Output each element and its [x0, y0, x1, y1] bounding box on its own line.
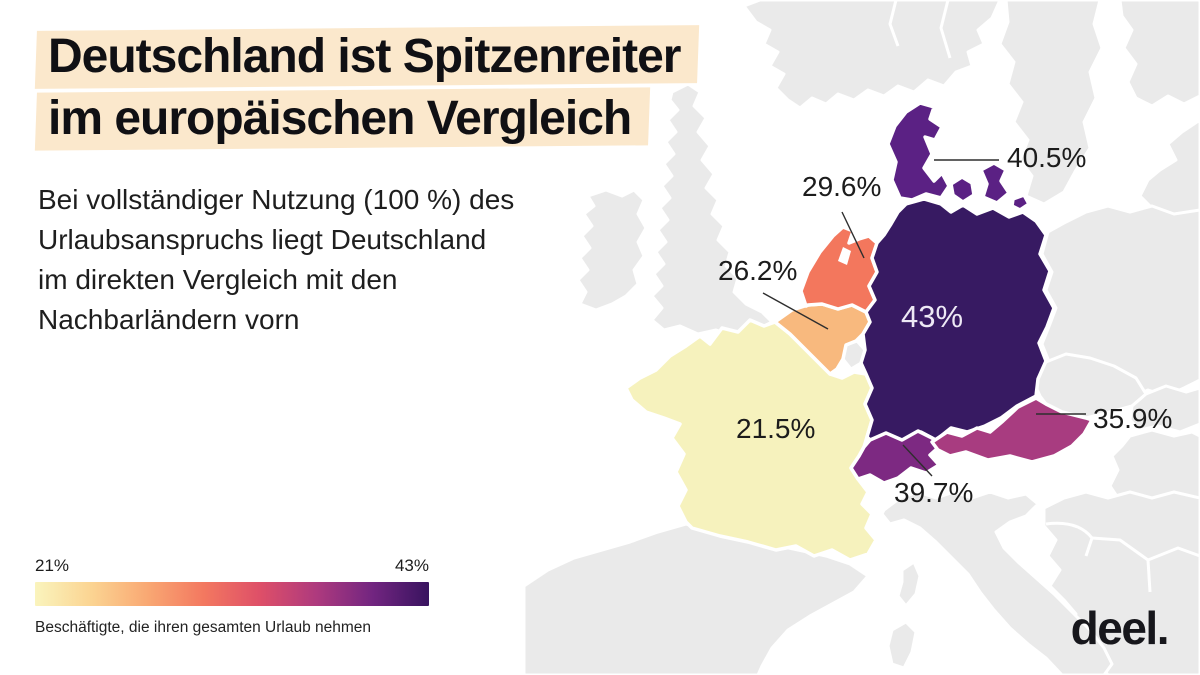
label-austria: 35.9% [1093, 403, 1173, 434]
country-spain [522, 522, 870, 675]
country-great-britain [650, 82, 774, 338]
title-line-1: Deutschland ist Spitzenreiter [36, 28, 698, 86]
subtitle-line: im direkten Vergleich mit den [38, 264, 398, 295]
deel-logo: deel. [1070, 602, 1170, 654]
subtitle-line: Nachbarländern vorn [38, 304, 300, 335]
legend: 21% 43% Beschäftigte, die ihren gesamten… [35, 556, 429, 637]
country-denmark-zealand [979, 161, 1011, 205]
country-denmark-jutland [886, 101, 951, 202]
leader-belgium [762, 292, 829, 330]
balkan-border [1147, 546, 1200, 562]
island-corsica [896, 560, 922, 608]
country-switzerland [849, 429, 942, 485]
country-denmark-funen [949, 175, 976, 204]
leader-netherlands [841, 211, 865, 259]
legend-min-label: 21% [35, 556, 70, 575]
country-denmark-lolland [1010, 193, 1031, 212]
fjord-line [888, 0, 900, 47]
title-line-2: im europäischen Vergleich [36, 90, 649, 148]
label-belgium: 26.2% [718, 255, 798, 286]
label-germany: 43% [901, 299, 964, 334]
country-ireland [576, 188, 648, 312]
legend-gradient-bar [35, 582, 429, 606]
balkan-border [1045, 521, 1094, 557]
label-denmark: 40.5% [1007, 142, 1087, 173]
legend-max-label: 43% [394, 556, 429, 575]
balkan-border [1091, 536, 1152, 593]
label-france: 21.5% [736, 413, 816, 444]
country-germany [859, 197, 1056, 448]
legend-caption: Beschäftigte, die ihren gesamten Urlaub … [35, 619, 372, 636]
ijsselmeer [838, 247, 851, 265]
subtitle: Bei vollständiger Nutzung (100 %) des Ur… [38, 180, 514, 340]
country-norway [742, 0, 1002, 110]
page-title: Deutschland ist Spitzenreiter im europäi… [36, 28, 698, 152]
country-netherlands [799, 225, 879, 314]
label-netherlands: 29.6% [802, 171, 882, 202]
country-slovakia [1128, 384, 1200, 434]
fjord-line [939, 0, 952, 59]
country-sweden [998, 0, 1104, 206]
island-sardinia [886, 620, 918, 670]
label-switzerland: 39.7% [894, 477, 974, 508]
leader-switzerland [902, 444, 933, 477]
subtitle-line: Urlaubsanspruchs liegt Deutschland [38, 224, 487, 255]
subtitle-line: Bei vollständiger Nutzung (100 %) des [38, 184, 515, 215]
country-finland [1118, 0, 1200, 108]
country-italy [880, 490, 1114, 675]
